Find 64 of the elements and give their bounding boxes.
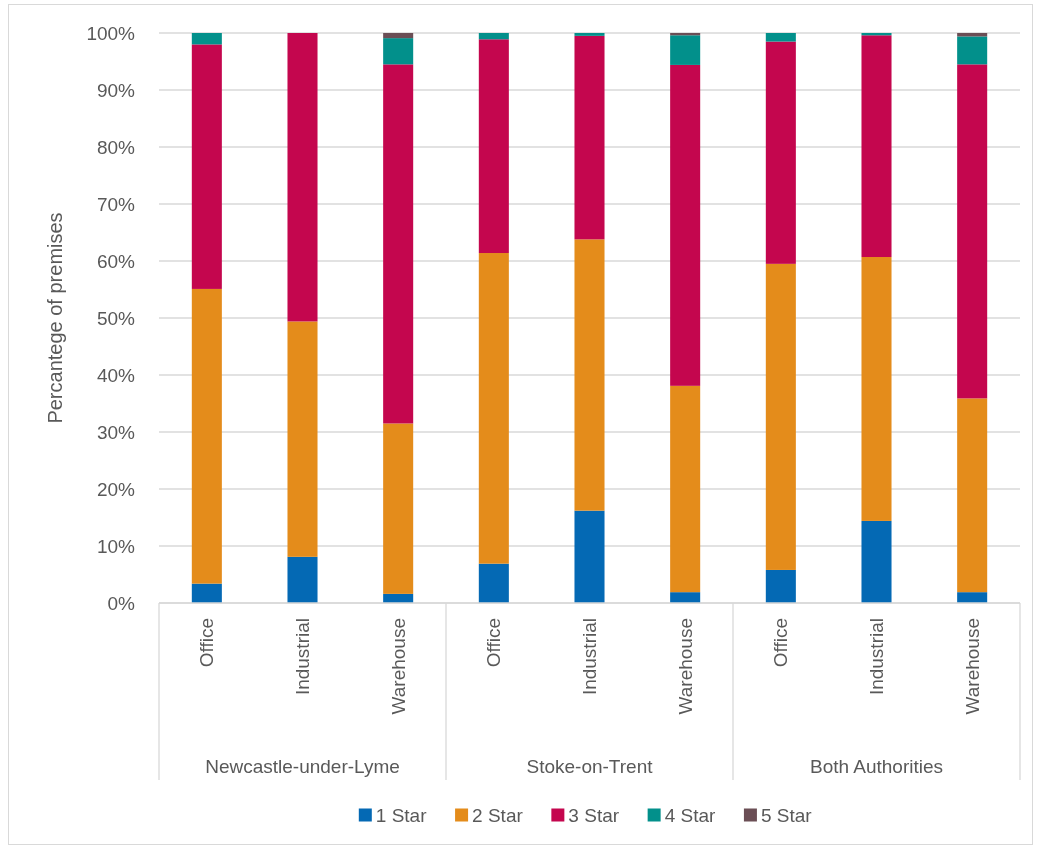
x-tick-label: Warehouse — [674, 618, 696, 715]
legend-label: 4 Star — [664, 804, 716, 826]
y-tick-label: 30% — [96, 421, 136, 443]
bar — [861, 33, 892, 36]
y-tick-label: 100% — [86, 22, 136, 44]
text: Newcastle-under-Lyme — [205, 755, 400, 777]
bar — [287, 33, 318, 322]
bar — [670, 64, 701, 386]
legend-label: 2 Star — [472, 804, 524, 826]
y-tick-label: 10% — [96, 535, 136, 557]
legend-label: 1 Star — [375, 804, 428, 826]
bar — [670, 35, 701, 65]
bar — [861, 520, 892, 603]
x-tick-label: Warehouse — [961, 618, 983, 715]
y-tick-label: 50% — [96, 307, 136, 329]
bar — [478, 563, 509, 603]
y-tick-label: 70% — [96, 193, 136, 215]
bar — [383, 423, 414, 594]
bar — [574, 33, 605, 36]
bar — [670, 592, 701, 603]
legend-label: 3 Star — [568, 804, 620, 826]
bar — [957, 64, 988, 399]
text: Both Authorities — [809, 755, 944, 777]
y-axis-title: Percantege of premises — [44, 212, 66, 424]
bar — [574, 510, 605, 603]
bar — [478, 253, 509, 564]
bar — [765, 33, 796, 42]
bar — [861, 35, 892, 258]
bar — [383, 33, 414, 39]
bar — [765, 41, 796, 264]
x-tick-label: Warehouse — [387, 618, 409, 715]
y-tick-label: 20% — [96, 478, 136, 500]
bar — [765, 263, 796, 570]
x-tick-label: Office — [770, 618, 792, 668]
x-tick-label: Industrial — [866, 618, 888, 696]
bar — [957, 592, 988, 603]
bar — [478, 39, 509, 254]
bar — [383, 64, 414, 424]
y-tick-label: 0% — [107, 592, 136, 614]
y-tick-label: 40% — [96, 364, 136, 386]
bar — [287, 321, 318, 557]
bar — [670, 385, 701, 593]
bar — [574, 239, 605, 511]
bar — [191, 583, 222, 603]
bar — [478, 33, 509, 40]
y-tick-label: 90% — [96, 79, 136, 101]
text: Stoke-on-Trent — [526, 755, 654, 777]
bar — [191, 33, 222, 45]
y-tick-label: 60% — [96, 250, 136, 272]
bar — [383, 38, 414, 65]
bar — [191, 44, 222, 289]
bar — [957, 36, 988, 65]
x-tick-label: Office — [483, 618, 505, 668]
x-tick-label: Industrial — [579, 618, 601, 696]
bar — [861, 257, 892, 521]
bar — [574, 35, 605, 240]
bar — [957, 398, 988, 593]
x-tick-label: Office — [196, 618, 218, 668]
bar — [287, 556, 318, 603]
bar — [765, 569, 796, 603]
legend-label: 5 Star — [760, 804, 813, 826]
x-tick-label: Industrial — [292, 618, 314, 696]
bar — [191, 288, 222, 584]
y-tick-label: 80% — [96, 136, 136, 158]
